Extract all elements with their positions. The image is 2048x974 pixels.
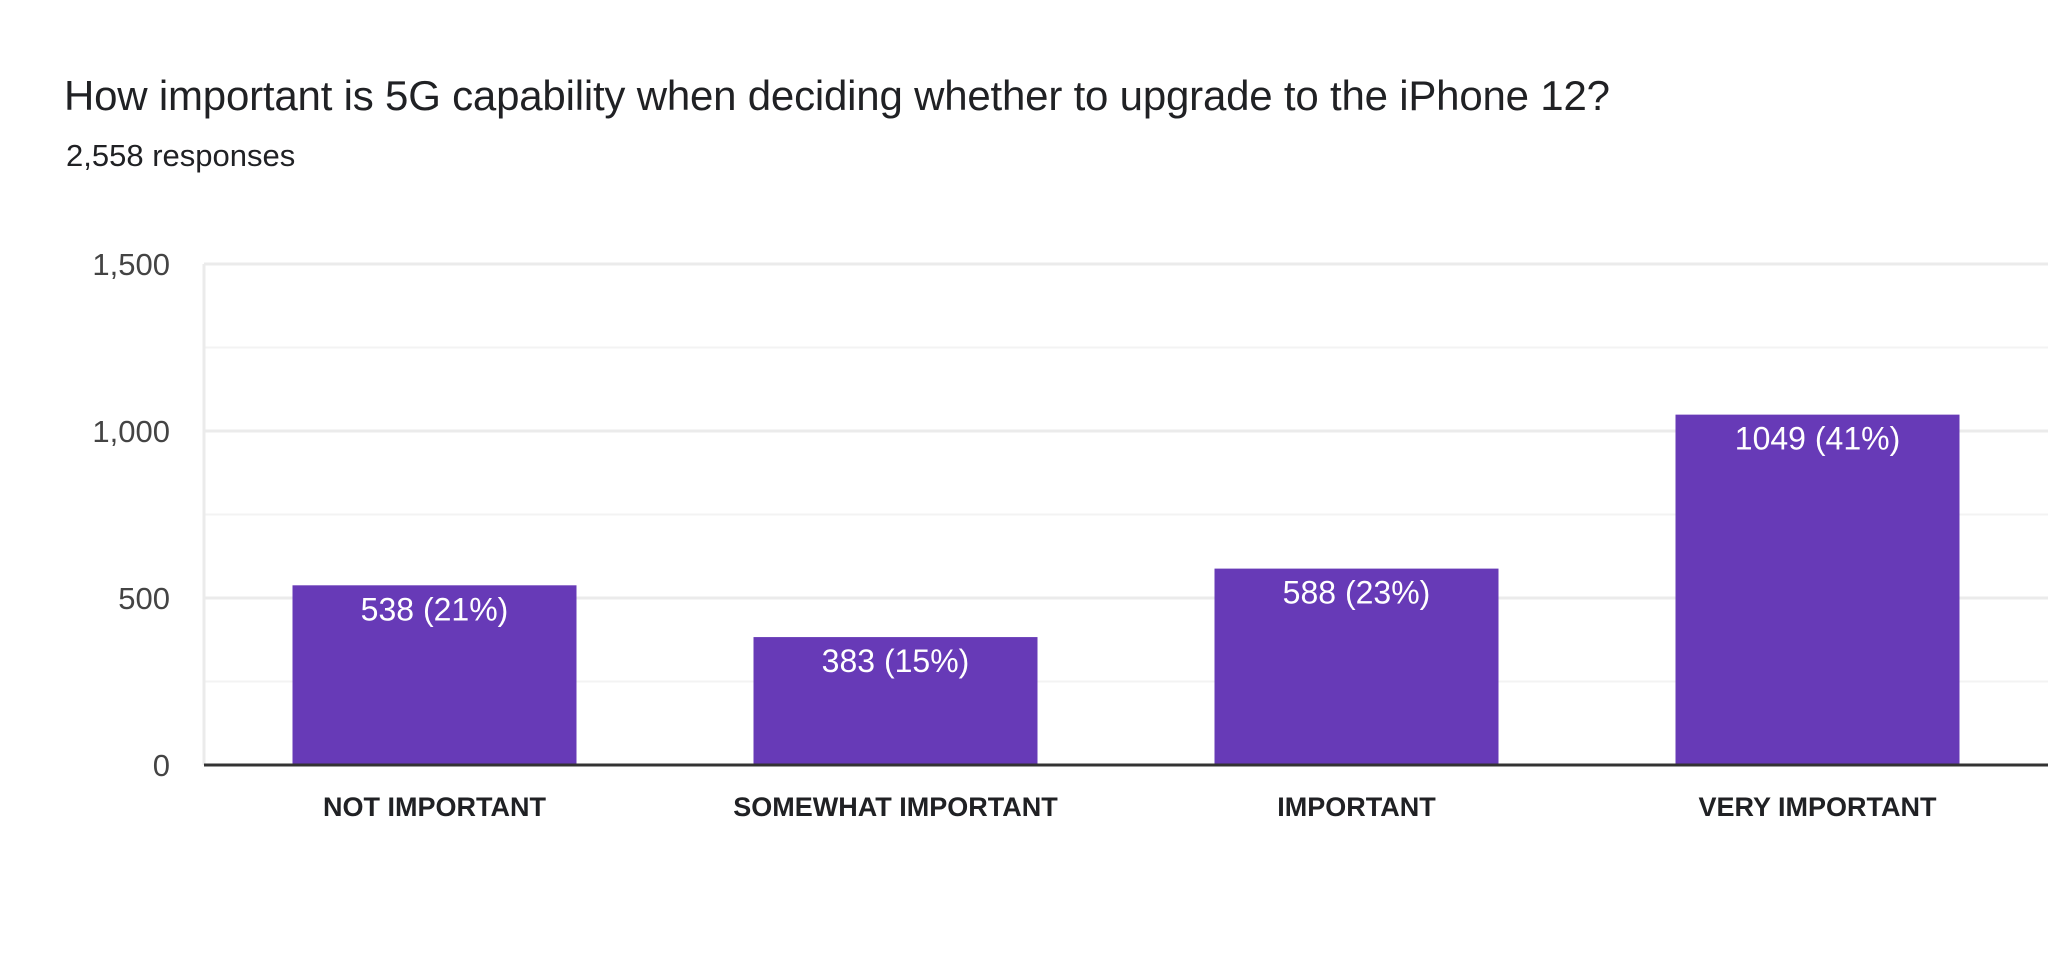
data-label: 538 (21%) (361, 591, 509, 627)
y-tick-label: 1,000 (92, 414, 170, 449)
y-axis-ticks: 0 500 1,000 1,500 (92, 247, 170, 783)
bar[interactable] (753, 637, 1038, 765)
y-tick-label: 500 (118, 581, 170, 616)
x-tick-label: SOMEWHAT IMPORTANT (733, 792, 1058, 822)
bar[interactable] (1214, 568, 1499, 765)
x-tick-label: IMPORTANT (1277, 792, 1436, 822)
chart-title: How important is 5G capability when deci… (64, 72, 1610, 119)
bars: 538 (21%) 383 (15%) 588 (23%) 1049 (41%) (292, 414, 1960, 765)
y-tick-label: 1,500 (92, 247, 170, 282)
bar[interactable] (292, 585, 577, 765)
data-label: 588 (23%) (1283, 575, 1431, 611)
y-tick-label: 0 (153, 748, 170, 783)
data-label: 1049 (41%) (1735, 421, 1900, 457)
data-label: 383 (15%) (822, 643, 970, 679)
x-tick-label: VERY IMPORTANT (1698, 792, 1937, 822)
response-count: 2,558 responses (66, 138, 296, 173)
x-axis-ticks: NOT IMPORTANT SOMEWHAT IMPORTANT IMPORTANT… (323, 792, 1937, 822)
x-tick-label: NOT IMPORTANT (323, 792, 546, 822)
bar[interactable] (1675, 414, 1960, 765)
